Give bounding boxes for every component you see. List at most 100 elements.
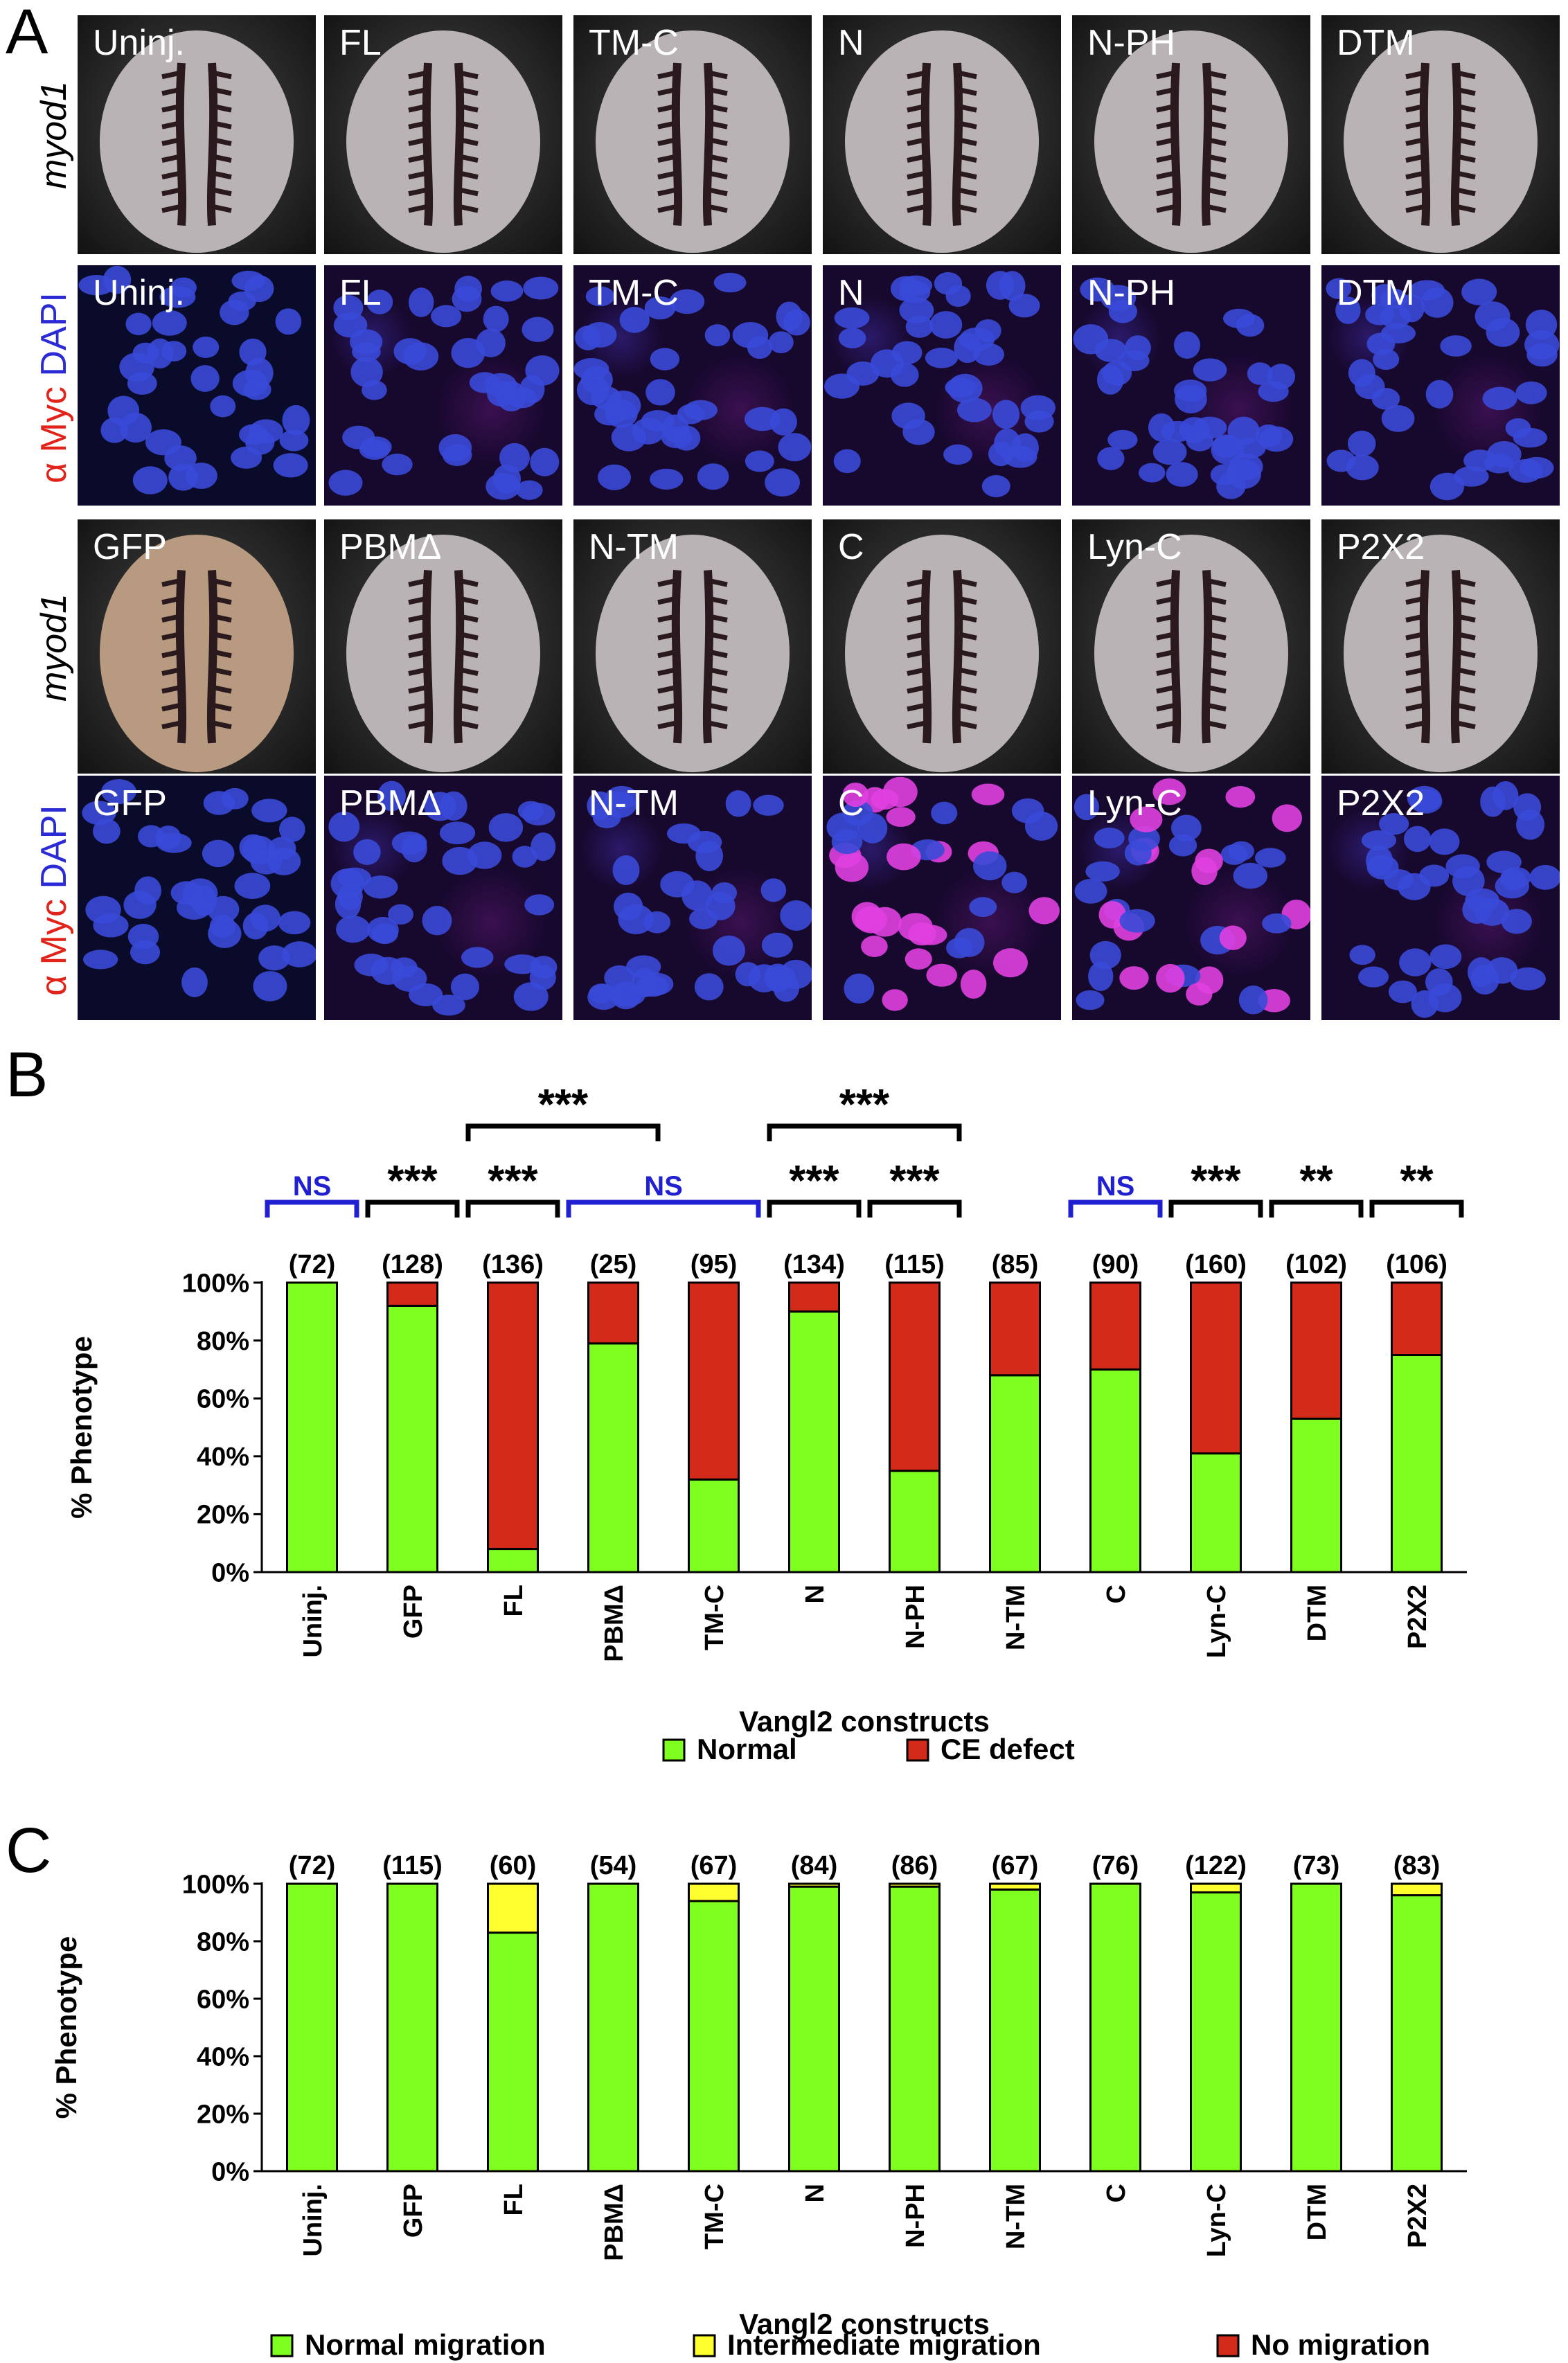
nucleus: [392, 965, 427, 992]
nucleus: [1380, 305, 1411, 329]
significance-bracket: [566, 1200, 761, 1218]
nucleus: [824, 373, 859, 399]
nucleus: [891, 341, 923, 365]
somite: [1405, 170, 1426, 180]
somite: [907, 136, 927, 146]
nucleus: [1428, 983, 1462, 1013]
nucleus: [695, 840, 724, 871]
nucleus: [999, 271, 1026, 301]
nucleus: [1119, 966, 1149, 990]
tile-row1-1: FL: [324, 15, 562, 254]
nucleus: [1371, 388, 1400, 410]
y-tick-label: 0%: [211, 2157, 249, 2186]
nucleus: [1225, 786, 1256, 808]
somite: [1206, 120, 1227, 130]
nucleus: [451, 337, 485, 368]
tile-label: Lyn-C: [1087, 783, 1182, 823]
somite: [211, 103, 232, 113]
nucleus: [282, 404, 310, 436]
nucleus: [711, 882, 737, 904]
count-label: (134): [783, 1250, 845, 1279]
somite: [161, 720, 182, 730]
nucleus: [1429, 828, 1460, 855]
bar-segment: [487, 1882, 539, 1934]
nucleus: [185, 462, 217, 490]
tile-row3-0: GFP: [78, 519, 316, 774]
tile-row2-3: N: [823, 265, 1061, 506]
nucleus: [926, 963, 958, 987]
somite: [1405, 187, 1426, 197]
nucleus: [697, 463, 729, 490]
tile-row1-4: N-PH: [1072, 15, 1310, 254]
nucleus: [613, 892, 643, 921]
count-label: (72): [289, 1250, 336, 1279]
significance-label: ***: [538, 1081, 589, 1129]
nucleus: [905, 948, 932, 970]
count-label: (76): [1092, 1851, 1139, 1880]
nucleus: [363, 875, 398, 899]
somite: [458, 136, 479, 146]
somite: [1206, 70, 1227, 80]
bar-segment: [1089, 1882, 1141, 2173]
nucleus: [1152, 778, 1186, 805]
somite: [211, 720, 232, 730]
nucleus: [1495, 873, 1530, 899]
somite: [707, 187, 728, 197]
nucleus: [575, 326, 601, 350]
nucleus: [778, 433, 812, 462]
somite: [657, 649, 678, 659]
somite: [956, 631, 977, 641]
tile-row4-3: C: [823, 776, 1061, 1020]
nucleus: [279, 429, 309, 452]
somite: [458, 684, 479, 694]
bar-segment: [1190, 1281, 1242, 1455]
somite: [907, 87, 927, 96]
somite: [1156, 170, 1177, 180]
significance-label: ***: [488, 1157, 538, 1205]
nucleus: [1515, 381, 1547, 404]
y-tick-label: 20%: [197, 1501, 249, 1530]
tile-label: Uninj.: [93, 273, 185, 313]
tile-label: GFP: [93, 527, 167, 567]
somite: [907, 187, 927, 197]
nucleus: [761, 932, 793, 958]
nucleus: [1384, 869, 1414, 891]
somite: [956, 667, 977, 676]
tile-row3-3: C: [823, 519, 1061, 774]
nucleus: [899, 297, 934, 323]
somite: [211, 702, 232, 712]
nucleus: [101, 778, 136, 805]
bar-segment: [1190, 1452, 1242, 1573]
nucleus: [1378, 813, 1409, 835]
nucleus: [753, 794, 784, 816]
nucleus: [439, 791, 467, 821]
nucleus: [350, 357, 383, 387]
somite: [408, 154, 429, 163]
nucleus: [844, 973, 875, 1004]
significance-bracket: [265, 1200, 359, 1218]
legend-swatch: [662, 1738, 686, 1762]
somite: [1405, 136, 1426, 146]
nucleus: [855, 906, 887, 934]
significance-label: ***: [889, 1157, 940, 1205]
somite: [956, 103, 977, 113]
count-label: (85): [992, 1250, 1039, 1279]
somite: [907, 596, 927, 605]
nucleus: [275, 308, 302, 335]
x-axis-title: Vangl2 constructs: [739, 1705, 990, 1738]
embryo: [1344, 535, 1538, 772]
nucleus: [1008, 294, 1040, 318]
nucleus: [677, 404, 705, 425]
nucleus: [842, 782, 868, 808]
nucleus: [973, 851, 1007, 881]
nucleus: [1326, 278, 1352, 299]
somite: [1405, 720, 1426, 730]
nucleus: [388, 904, 413, 925]
somite: [458, 187, 479, 197]
x-tick-label: N: [801, 2184, 830, 2202]
somite: [1156, 596, 1177, 605]
nucleus: [650, 468, 684, 490]
nucleus: [1173, 331, 1200, 359]
x-tick-label: FL: [499, 1585, 528, 1616]
nucleus: [1326, 449, 1356, 472]
